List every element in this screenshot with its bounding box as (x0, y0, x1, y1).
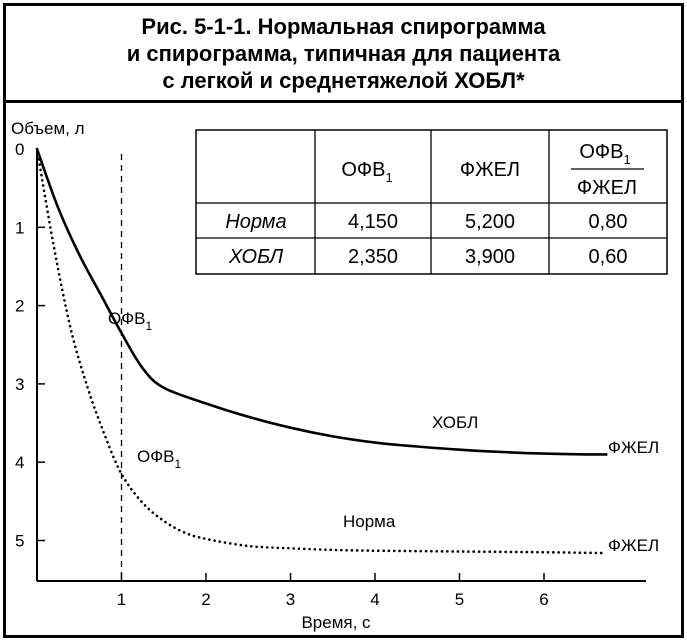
row-copd-fev1: 2,350 (348, 246, 398, 268)
figure-frame: Рис. 5-1-1. Нормальная спирограмма и спи… (3, 3, 684, 638)
header-fev1: ОФВ1 (341, 159, 392, 185)
copd-series-label: ХОБЛ (432, 413, 478, 432)
spirometry-table: ОФВ1 ФЖЕЛ ОФВ1 ФЖЕЛ Норма 4,150 5,200 0,… (195, 129, 668, 275)
y-tick-label-1: 1 (15, 218, 24, 237)
copd-fev1-sub: 1 (146, 319, 153, 333)
y-tick-label-3: 3 (15, 375, 24, 394)
x-tick-label-3: 3 (286, 590, 295, 609)
title-line-3: с легкой и среднетяжелой ХОБЛ* (162, 67, 525, 93)
norm-fvc-label: ФЖЕЛ (608, 536, 659, 555)
row-norm-fvc: 5,200 (465, 211, 515, 233)
copd-fev1-annotation: ОФВ1 (108, 309, 153, 333)
norm-fev1-main: ОФВ (137, 447, 175, 466)
x-tick-label-1: 1 (117, 590, 126, 609)
series-layer (35, 147, 608, 555)
row-norm-label: Норма (225, 211, 286, 233)
row-norm-fev1: 4,150 (348, 211, 398, 233)
row-copd-label: ХОБЛ (228, 246, 284, 268)
y-tick-label-0: 0 (15, 140, 24, 159)
row-norm-ratio: 0,80 (589, 211, 628, 233)
copd-fvc-label: ФЖЕЛ (608, 438, 659, 457)
figure-title: Рис. 5-1-1. Нормальная спирограмма и спи… (6, 6, 681, 103)
series-line-norm (35, 147, 605, 555)
header-fev1-sub: 1 (385, 170, 392, 185)
x-tick-label-2: 2 (201, 590, 210, 609)
x-axis-label: Время, с (301, 613, 371, 632)
row-copd-fvc: 3,900 (465, 246, 515, 268)
series-line-copd (35, 148, 608, 456)
y-tick-label-2: 2 (15, 297, 24, 316)
header-fvc: ФЖЕЛ (460, 159, 520, 181)
x-tick-label-4: 4 (370, 590, 379, 609)
row-copd-ratio: 0,60 (589, 246, 628, 268)
header-fev1-main: ОФВ (341, 159, 385, 181)
norm-fev1-sub: 1 (175, 457, 182, 471)
header-ratio-denominator: ФЖЕЛ (577, 177, 637, 199)
header-ratio-num-sub: 1 (623, 152, 630, 167)
axis-ticks: 1 2 3 4 5 6 0 1 2 3 4 5 (15, 140, 549, 609)
title-line-2: и спирограмма, типичная для пациента (126, 40, 561, 66)
header-ratio-numerator: ОФВ1 (579, 141, 630, 167)
x-tick-label-5: 5 (455, 590, 464, 609)
x-tick-label-6: 6 (539, 590, 548, 609)
copd-fev1-main: ОФВ (108, 309, 146, 328)
title-line-1: Рис. 5-1-1. Нормальная спирограмма (141, 13, 546, 39)
header-ratio-num-main: ОФВ (579, 141, 623, 163)
norm-series-label: Норма (343, 512, 396, 531)
norm-fev1-annotation: ОФВ1 (137, 447, 182, 471)
y-tick-label-5: 5 (15, 532, 24, 551)
y-axis-label: Объем, л (11, 119, 85, 138)
y-tick-label-4: 4 (15, 453, 24, 472)
